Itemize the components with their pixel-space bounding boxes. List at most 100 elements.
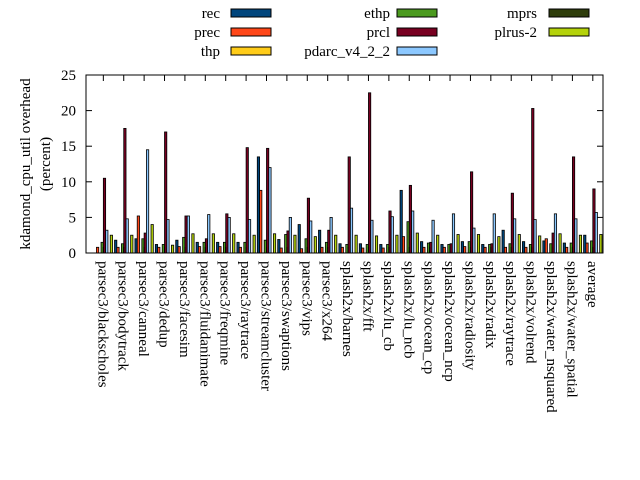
x-tick-label: splash2x/lu_cb bbox=[380, 261, 396, 351]
bar-prec bbox=[565, 246, 569, 254]
x-tick-label: splash2x/volrend bbox=[523, 261, 539, 364]
bar-pdarc_v4_2_2 bbox=[390, 216, 394, 254]
bar-group bbox=[134, 149, 154, 254]
bar-prec bbox=[381, 247, 385, 254]
bar-plrus-2 bbox=[354, 234, 358, 254]
y-axis-title: kdamond_cpu_util overhead bbox=[18, 78, 34, 250]
bar-pdarc_v4_2_2 bbox=[492, 213, 496, 254]
y-tick-label: 15 bbox=[61, 139, 76, 155]
legend-label: prcl bbox=[367, 25, 390, 41]
legend-item: plrus-2 bbox=[495, 25, 590, 41]
bar-group bbox=[399, 184, 419, 254]
bar-pdarc_v4_2_2 bbox=[411, 210, 415, 254]
legend-label: plrus-2 bbox=[495, 25, 538, 41]
x-tick-label: average bbox=[584, 261, 600, 308]
bar-prec bbox=[177, 246, 181, 254]
y-tick-label: 20 bbox=[61, 104, 76, 120]
bar-prec bbox=[401, 236, 406, 254]
bar-group bbox=[522, 108, 542, 254]
legend-item: ethp bbox=[364, 6, 438, 22]
legend-item: mprs bbox=[507, 6, 590, 22]
bar-prec bbox=[299, 248, 304, 254]
bar-pdarc_v4_2_2 bbox=[349, 207, 354, 254]
bar-plrus-2 bbox=[538, 235, 542, 254]
bar-plrus-2 bbox=[130, 234, 134, 254]
bar-group bbox=[460, 171, 481, 254]
bar-prec bbox=[340, 246, 344, 254]
bar-prec bbox=[483, 246, 487, 254]
legend-swatch bbox=[396, 46, 438, 56]
bar-plrus-2 bbox=[191, 233, 195, 254]
bar-pdarc_v4_2_2 bbox=[472, 227, 476, 254]
legend-label: mprs bbox=[507, 6, 537, 22]
x-tick-label: parsec3/blackscholes bbox=[94, 261, 110, 388]
bar-pdarc_v4_2_2 bbox=[513, 218, 517, 254]
bar-group bbox=[501, 192, 521, 254]
bar-group bbox=[420, 219, 440, 254]
bar-group bbox=[338, 156, 358, 254]
legend-label: ethp bbox=[364, 6, 390, 22]
bar-pdarc_v4_2_2 bbox=[431, 219, 435, 254]
bar-prec bbox=[320, 246, 324, 254]
legend-swatch bbox=[548, 8, 590, 18]
bar-prec bbox=[96, 246, 100, 254]
y-tick-label: 10 bbox=[61, 175, 76, 191]
bar-group bbox=[154, 131, 175, 254]
bar-prec bbox=[116, 246, 120, 254]
bar-pdarc_v4_2_2 bbox=[574, 218, 578, 254]
bar-prec bbox=[218, 246, 222, 254]
plot-frame bbox=[85, 74, 604, 254]
x-tick-label: splash2x/radiosity bbox=[461, 261, 477, 371]
x-tick-label: parsec3/canneal bbox=[135, 261, 151, 357]
x-tick-label: splash2x/water_spatial bbox=[563, 261, 579, 398]
bar-plrus-2 bbox=[497, 236, 501, 254]
bar-group bbox=[379, 210, 399, 254]
plot-area: 0 5 10 15 20 25 parsec3/blackscholes parsec3/b… bbox=[61, 68, 604, 413]
bar-prec bbox=[544, 238, 548, 254]
bar-plrus-2 bbox=[232, 233, 236, 254]
bar-plrus-2 bbox=[150, 224, 154, 254]
x-tick-label: splash2x/raytrace bbox=[502, 261, 518, 366]
bar-pdarc_v4_2_2 bbox=[451, 213, 456, 254]
bar-plrus-2 bbox=[395, 234, 399, 254]
bar-group bbox=[583, 188, 603, 254]
x-tick-label: splash2x/water_nsquared bbox=[543, 261, 559, 413]
bar-pdarc_v4_2_2 bbox=[288, 216, 292, 254]
x-tick-label: parsec3/bodytrack bbox=[115, 261, 131, 371]
x-tick-label: parsec3/swaptions bbox=[278, 261, 294, 371]
bar-prec bbox=[279, 247, 283, 254]
x-tick-label: parsec3/facesim bbox=[176, 261, 192, 358]
bar-prec bbox=[422, 246, 426, 254]
bar-pdarc_v4_2_2 bbox=[533, 219, 537, 254]
bar-prec bbox=[259, 189, 263, 254]
x-tick-label: splash2x/radix bbox=[482, 261, 498, 349]
legend-label: pdarc_v4_2_2 bbox=[304, 44, 390, 60]
bar-prec bbox=[463, 246, 467, 254]
legend-label: thp bbox=[201, 44, 220, 60]
bar-pdarc_v4_2_2 bbox=[146, 149, 150, 254]
bar-plrus-2 bbox=[252, 234, 256, 254]
bar-plrus-2 bbox=[456, 234, 460, 254]
legend-item: pdarc_v4_2_2 bbox=[304, 44, 438, 60]
bar-plrus-2 bbox=[334, 234, 338, 254]
bar-group bbox=[256, 147, 277, 254]
bar-plrus-2 bbox=[436, 234, 440, 254]
legend-swatch bbox=[230, 27, 272, 37]
y-axis-title-unit: (percent) bbox=[38, 137, 54, 191]
y-tick-label: 25 bbox=[61, 68, 76, 84]
bar-group bbox=[236, 147, 256, 254]
bar-plrus-2 bbox=[272, 233, 277, 254]
bar-pdarc_v4_2_2 bbox=[227, 216, 231, 254]
legend-label: prec bbox=[194, 25, 220, 41]
bar-prec bbox=[238, 246, 242, 254]
x-tick-label: parsec3/fluidanimate bbox=[196, 261, 212, 387]
legend-item: thp bbox=[201, 44, 272, 60]
x-tick-label: parsec3/streamcluster bbox=[257, 261, 273, 391]
y-tick-label: 5 bbox=[69, 210, 77, 226]
legend-swatch bbox=[230, 8, 272, 18]
bar-pdarc_v4_2_2 bbox=[329, 216, 333, 254]
legend-item: prec bbox=[194, 25, 272, 41]
x-tick-label: splash2x/ocean_ncp bbox=[441, 261, 457, 382]
bar-prec bbox=[361, 247, 365, 254]
